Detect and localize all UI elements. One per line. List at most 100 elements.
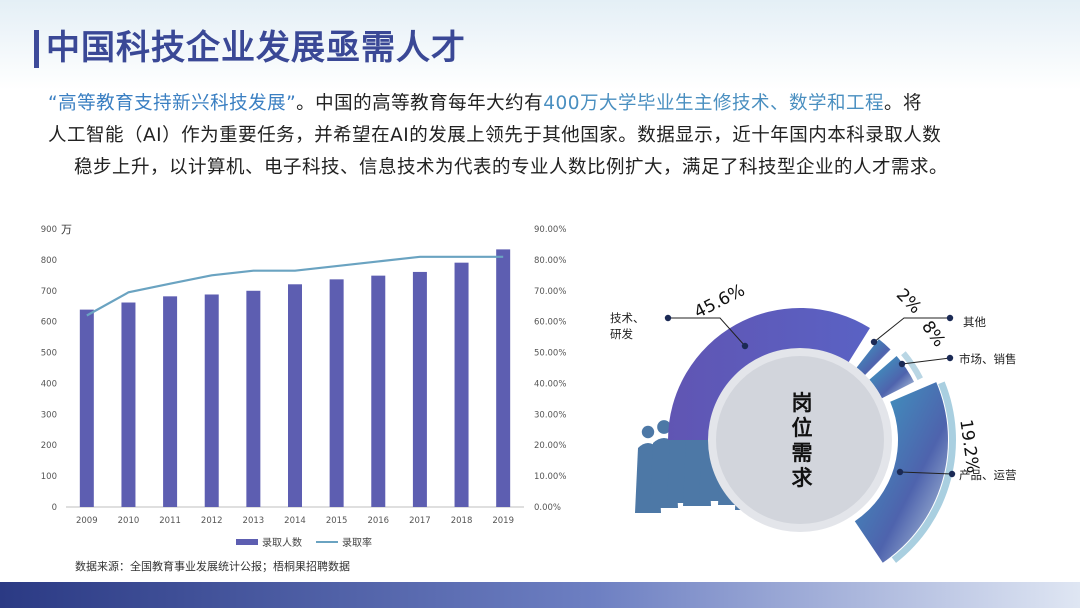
x-axis-ticks: 2009 2010 2011 2012 2013 2014 2015 2016 2017 2018… xyxy=(76,516,514,526)
x-tick-label: 2017 xyxy=(409,516,431,526)
slice-category-label: 市场、销售 xyxy=(959,352,1017,366)
right-tick-label: 30.00% xyxy=(534,410,566,420)
left-tick-label: 600 xyxy=(41,318,57,328)
enrollment-bar xyxy=(454,262,469,507)
center-label-char: 岗 xyxy=(792,391,813,415)
callout-dot xyxy=(664,314,672,322)
enrollment-bar xyxy=(163,296,178,507)
enrollment-bar xyxy=(288,284,302,507)
slice-category-label: 其他 xyxy=(963,315,986,329)
intro-highlight: 400万大学毕业生主修技术、数学和工程 xyxy=(543,93,884,114)
right-tick-label: 80.00% xyxy=(534,256,566,266)
callout-dot xyxy=(898,360,906,368)
x-tick-label: 2019 xyxy=(492,516,514,526)
x-tick-label: 2009 xyxy=(76,516,98,526)
enrollment-bar xyxy=(371,275,386,507)
demand-slice xyxy=(856,339,891,375)
slice-value-label: 19.2% xyxy=(955,418,982,474)
callout-dot xyxy=(896,468,904,476)
slice-category-label: 产品、运营 xyxy=(959,468,1017,482)
center-label-char: 需 xyxy=(792,441,813,465)
callout-line xyxy=(899,471,953,475)
right-tick-label: 40.00% xyxy=(534,379,566,389)
callout-dot xyxy=(870,338,878,346)
x-tick-label: 2015 xyxy=(326,516,348,526)
slice-category-label: 研发 xyxy=(610,327,633,341)
enrollment-bars xyxy=(79,249,511,508)
y-axis-unit: 万 xyxy=(61,223,72,236)
center-label-char: 求 xyxy=(792,466,813,490)
right-tick-label: 0.00% xyxy=(534,503,561,513)
page-title: 中国科技企业发展亟需人才 xyxy=(46,28,466,68)
callout-dot xyxy=(741,342,749,350)
slice-value-label: 8% xyxy=(917,317,949,351)
demand-slice xyxy=(668,307,870,440)
left-tick-label: 100 xyxy=(41,472,57,482)
enrollment-bar xyxy=(496,249,511,508)
enrollment-bar xyxy=(204,294,219,507)
enrollment-bar xyxy=(79,309,94,507)
left-tick-label: 200 xyxy=(41,441,57,451)
legend-label-enrollment: 录取人数 xyxy=(262,536,302,549)
intro-line-1: “高等教育支持新兴科技发展”。中国的高等教育每年大约有400万大学毕业生主修技术… xyxy=(48,88,1048,120)
x-tick-label: 2010 xyxy=(118,516,140,526)
person-head xyxy=(657,420,671,434)
center-circle-inner xyxy=(716,356,884,524)
enrollment-bar xyxy=(412,271,427,507)
callout-dot xyxy=(948,470,956,478)
left-tick-label: 900 xyxy=(41,225,57,235)
left-axis-ticks: 0 100 200 300 400 500 600 700 800 900 xyxy=(41,225,57,513)
chart-legend: 录取人数 录取率 xyxy=(236,536,372,549)
x-tick-label: 2013 xyxy=(243,516,265,526)
left-tick-label: 500 xyxy=(41,349,57,359)
x-tick-label: 2018 xyxy=(451,516,473,526)
left-tick-label: 0 xyxy=(52,503,57,513)
x-tick-label: 2012 xyxy=(201,516,223,526)
intro-line-2: 人工智能（AI）作为重要任务，并希望在AI的发展上领先于其他国家。数据显示，近十… xyxy=(48,125,942,146)
legend-swatch-enrollment xyxy=(236,539,258,545)
callout-line xyxy=(901,357,951,365)
slice-value-label: 45.6% xyxy=(691,280,748,322)
right-tick-label: 70.00% xyxy=(534,287,566,297)
callout-dot xyxy=(946,314,954,322)
slice-rim xyxy=(891,381,956,563)
slice-rim xyxy=(901,351,923,381)
callout-dot xyxy=(946,354,954,362)
center-label-char: 位 xyxy=(792,416,813,440)
right-tick-label: 10.00% xyxy=(534,472,566,482)
enrollment-bar xyxy=(121,302,136,507)
enrollment-bar xyxy=(329,279,344,507)
left-tick-label: 400 xyxy=(41,379,57,389)
right-axis-ticks: 0.00% 10.00% 20.00% 30.00% 40.00% 50.00% 60.00… xyxy=(534,225,566,513)
right-tick-label: 90.00% xyxy=(534,225,566,235)
legend-label-rate: 录取率 xyxy=(342,536,372,549)
right-tick-label: 20.00% xyxy=(534,441,566,451)
x-tick-label: 2014 xyxy=(284,516,306,526)
slice-value-label: 2% xyxy=(892,285,925,318)
footer-band xyxy=(0,582,1080,608)
slice-category-label: 技术、 xyxy=(610,311,645,325)
admission-rate-line xyxy=(86,255,504,317)
header-background xyxy=(0,0,1080,90)
callout-line xyxy=(873,317,950,343)
intro-line-1-end: 。将 xyxy=(884,93,923,114)
left-tick-label: 300 xyxy=(41,410,57,420)
left-tick-label: 700 xyxy=(41,287,57,297)
callout-line xyxy=(668,317,746,347)
enrollment-bar xyxy=(246,290,261,507)
right-tick-label: 60.00% xyxy=(534,318,566,328)
person-head xyxy=(641,425,655,439)
left-tick-label: 800 xyxy=(41,256,57,266)
data-source: 数据来源：全国教育事业发展统计公报；梧桐果招聘数据 xyxy=(75,560,350,573)
intro-quote: “高等教育支持新兴科技发展” xyxy=(48,93,297,114)
intro-line-3: 稳步上升，以计算机、电子科技、信息技术为代表的专业人数比例扩大，满足了科技型企业… xyxy=(74,157,949,178)
x-tick-label: 2011 xyxy=(159,516,181,526)
intro-line-1-text: 。中国的高等教育每年大约有 xyxy=(296,93,544,114)
right-tick-label: 50.00% xyxy=(534,349,566,359)
x-tick-label: 2016 xyxy=(367,516,389,526)
intro-paragraph: “高等教育支持新兴科技发展”。中国的高等教育每年大约有400万大学毕业生主修技术… xyxy=(48,88,1048,184)
